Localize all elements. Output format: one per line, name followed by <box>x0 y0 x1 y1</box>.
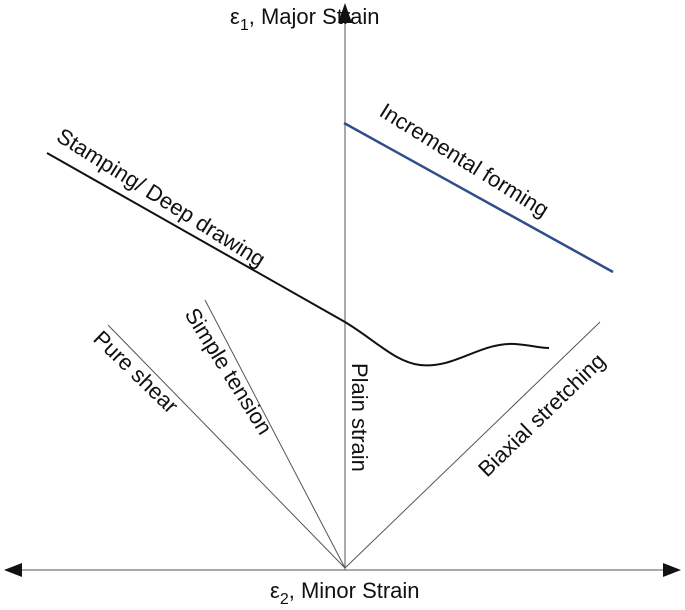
x-arrow-left <box>4 563 22 577</box>
biaxial-label: Biaxial stretching <box>473 348 610 482</box>
label-text: , Major Strain <box>249 4 380 29</box>
y-arrow <box>338 3 352 23</box>
stamping-curve <box>46 152 550 367</box>
label-text: , Minor Strain <box>289 578 420 603</box>
subscript: 2 <box>280 591 289 608</box>
y-axis-label: ε1, Major Strain <box>230 4 380 34</box>
simple-tension-line <box>204 299 346 569</box>
symbol: ε <box>270 578 280 603</box>
x-arrow-right <box>663 563 681 577</box>
subscript: 1 <box>240 17 249 34</box>
plain-strain-label: Plain strain <box>347 363 372 472</box>
biaxial-line <box>344 321 601 569</box>
x-axis-label: ε2, Minor Strain <box>270 578 420 608</box>
pure-shear-line <box>107 324 346 569</box>
stamping-label: Stamping/ Deep drawing <box>52 123 270 272</box>
simple-tension-label: Simple tension <box>180 303 278 439</box>
incremental-line <box>343 121 614 274</box>
incremental-label: Incremental forming <box>375 98 553 222</box>
symbol: ε <box>230 4 240 29</box>
pure-shear-label: Pure shear <box>89 326 184 419</box>
